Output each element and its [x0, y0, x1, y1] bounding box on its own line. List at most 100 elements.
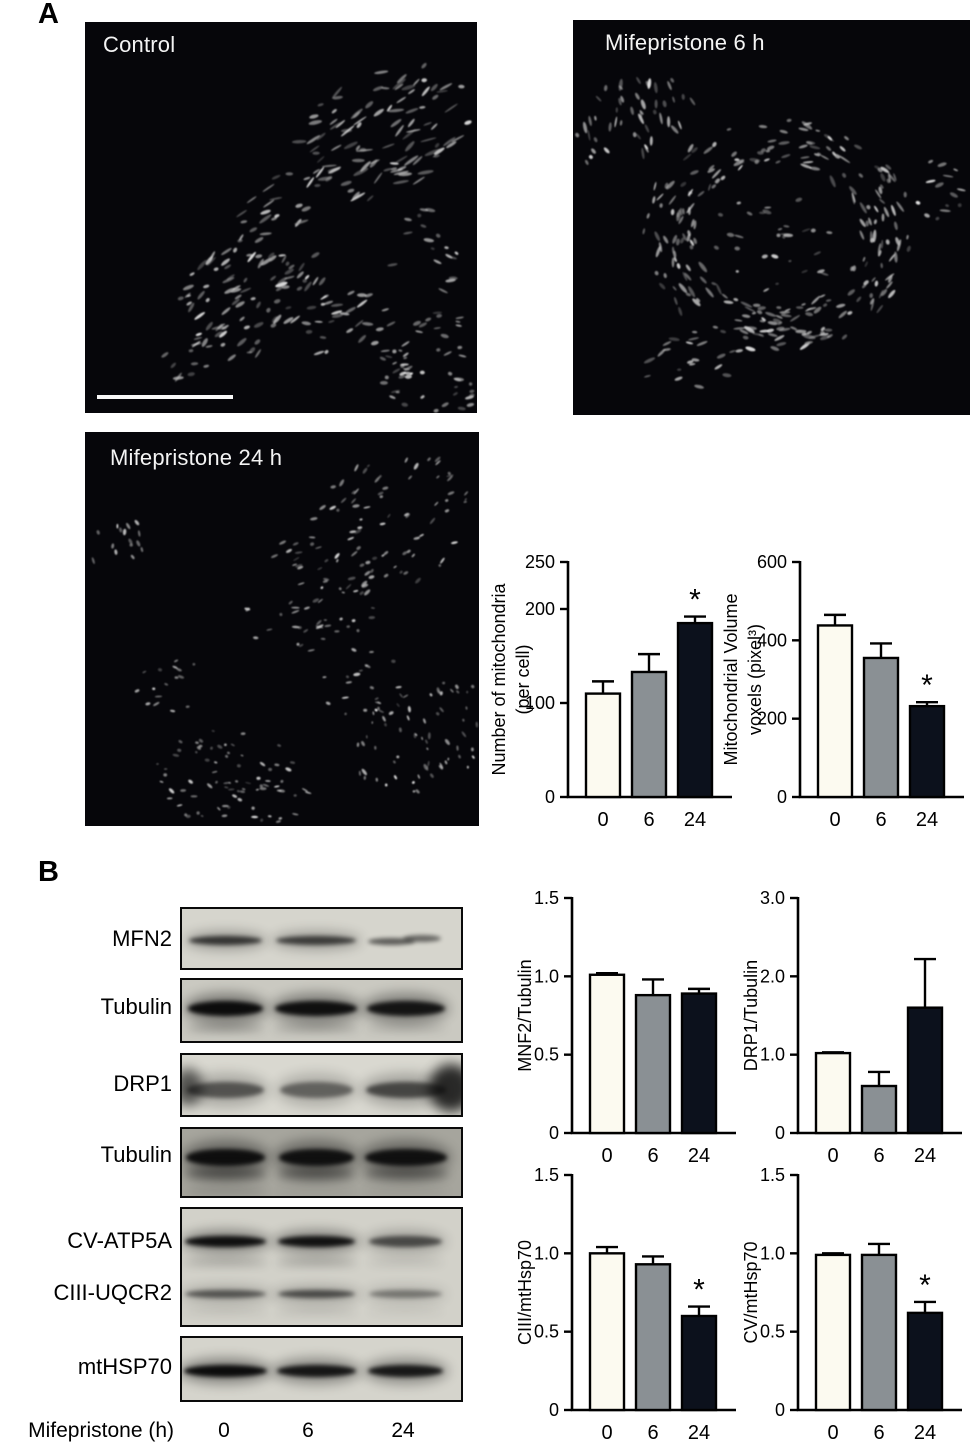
- protein-band: [364, 1025, 447, 1032]
- protein-band: [183, 1258, 269, 1265]
- protein-band: [184, 1167, 268, 1182]
- svg-text:100: 100: [525, 693, 555, 713]
- blot-row-label: MFN2: [112, 925, 172, 951]
- svg-text:250: 250: [525, 552, 555, 572]
- svg-text:1.5: 1.5: [760, 1165, 785, 1185]
- protein-band: [277, 1235, 355, 1247]
- protein-band: [364, 1285, 447, 1303]
- blot-row-label: CV-ATP5A: [67, 1227, 172, 1253]
- bar: [584, 692, 622, 799]
- blot-panel: [180, 1336, 463, 1402]
- bar: [680, 1314, 718, 1412]
- svg-text:200: 200: [525, 599, 555, 619]
- bar: [908, 704, 946, 799]
- bar-chart-mito-count: 0 100 200 250 Number of mitochondria (per cel…: [489, 542, 740, 852]
- micrograph-image: [575, 77, 966, 389]
- significance-star: *: [919, 1269, 931, 1302]
- protein-band: [277, 1167, 356, 1182]
- lane-label-24: 24: [391, 1419, 415, 1442]
- svg-text:0.5: 0.5: [534, 1322, 559, 1342]
- significance-star: *: [693, 1274, 705, 1307]
- bar-chart-ciii-mthsp70: 0 0.5 1.0 1.5 CIII/mtHsp70 0 6 * 24: [494, 1155, 744, 1449]
- protein-band: [276, 1365, 356, 1377]
- protein-band: [362, 1167, 449, 1182]
- bar: [588, 1252, 626, 1412]
- bar: [630, 670, 668, 799]
- bar: [816, 624, 854, 799]
- svg-text:0: 0: [549, 1123, 559, 1143]
- bar: [862, 656, 900, 799]
- svg-text:24: 24: [916, 809, 938, 831]
- svg-text:24: 24: [688, 1422, 710, 1444]
- svg-text:6: 6: [643, 809, 654, 831]
- svg-text:1.0: 1.0: [534, 966, 559, 986]
- svg-text:0.5: 0.5: [760, 1322, 785, 1342]
- blot-panel: [180, 1053, 463, 1117]
- bar-chart-mnf2-tubulin: 0 0.5 1.0 1.5 MNF2/Tubulin 0 6 24: [494, 878, 744, 1188]
- svg-text:2.0: 2.0: [760, 966, 785, 986]
- protein-band: [367, 1258, 444, 1265]
- protein-band: [364, 1148, 447, 1166]
- blot-panel: [180, 1207, 463, 1327]
- protein-band: [184, 1188, 268, 1195]
- chart-svg: 0 1.0 2.0 3.0 DRP1/Tubulin 0 6 24: [741, 888, 962, 1167]
- protein-band: [402, 935, 441, 942]
- svg-text:1.0: 1.0: [760, 1045, 785, 1065]
- chart-svg: 0 0.5 1.0 1.5 CIII/mtHsp70 0 6 * 24: [515, 1165, 736, 1444]
- chart-svg: 0 0.5 1.0 1.5 CV/mtHsp70 0 6 * 24: [741, 1165, 962, 1444]
- protein-band: [276, 1308, 357, 1314]
- y-axis-title: CIII/mtHsp70: [515, 1240, 535, 1345]
- bar: [588, 973, 626, 1135]
- svg-text:6: 6: [873, 1422, 884, 1444]
- protein-band: [275, 1073, 358, 1107]
- protein-band: [182, 1068, 202, 1106]
- svg-text:1.5: 1.5: [534, 888, 559, 908]
- blot-row-label: CIII-UQCR2: [53, 1280, 172, 1306]
- protein-band: [276, 936, 357, 945]
- blot-panel: [180, 1127, 463, 1198]
- protein-band: [184, 1365, 268, 1377]
- protein-band: [369, 1290, 443, 1299]
- scale-bar: [97, 395, 233, 399]
- lane-label-6: 6: [302, 1419, 314, 1442]
- protein-band: [366, 1001, 445, 1017]
- svg-text:1.0: 1.0: [760, 1243, 785, 1263]
- protein-band: [275, 1001, 358, 1017]
- protein-band: [183, 1308, 269, 1314]
- protein-band: [188, 1001, 264, 1017]
- svg-text:24: 24: [914, 1422, 936, 1444]
- micrograph-mifepristone-24h: Mifepristone 24 h: [85, 432, 479, 826]
- y-axis-title: CV/mtHsp70: [741, 1241, 761, 1343]
- svg-text:0: 0: [775, 1400, 785, 1420]
- protein-band: [367, 1308, 444, 1314]
- y-axis-title: voxels (pixel³): [745, 624, 765, 735]
- protein-band: [277, 1290, 355, 1299]
- protein-band: [279, 1082, 353, 1099]
- bar: [860, 1253, 898, 1412]
- protein-band: [276, 1258, 357, 1265]
- chart-svg: 0 0.5 1.0 1.5 MNF2/Tubulin 0 6 24: [515, 888, 736, 1167]
- micrograph-mifepristone-6h: Mifepristone 6 h: [573, 20, 970, 415]
- svg-text:24: 24: [684, 809, 706, 831]
- bar: [814, 1051, 852, 1135]
- blot-row-label: DRP1: [113, 1070, 172, 1096]
- svg-text:0: 0: [827, 1422, 838, 1444]
- y-axis-title: MNF2/Tubulin: [515, 959, 535, 1071]
- bar-chart-cv-mthsp70: 0 0.5 1.0 1.5 CV/mtHsp70 0 6 * 24: [720, 1155, 970, 1449]
- micrograph-image: [161, 62, 475, 413]
- panel-a-label: A: [38, 0, 59, 30]
- panel-b-label: B: [38, 856, 59, 888]
- svg-text:0: 0: [545, 787, 555, 807]
- y-axis-title: Mitochondrial Volume: [721, 593, 741, 765]
- svg-text:0: 0: [601, 1422, 612, 1444]
- protein-band: [186, 1148, 266, 1166]
- bar: [634, 993, 672, 1135]
- svg-text:400: 400: [757, 630, 787, 650]
- svg-text:600: 600: [757, 552, 787, 572]
- svg-text:1.0: 1.0: [534, 1243, 559, 1263]
- protein-band: [428, 1064, 461, 1113]
- blot-panel: [180, 978, 463, 1043]
- svg-text:0: 0: [775, 1123, 785, 1143]
- svg-text:0: 0: [597, 809, 608, 831]
